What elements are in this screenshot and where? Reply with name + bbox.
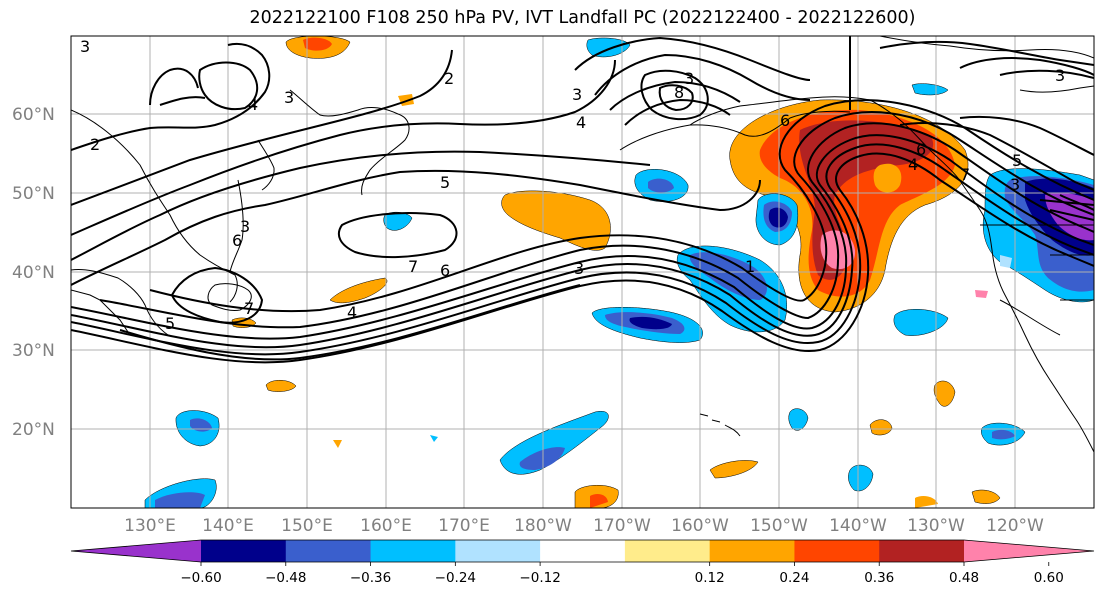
contour-label: 7: [960, 165, 970, 184]
contour-label: 5: [440, 173, 450, 192]
lon-label: 140°E: [202, 516, 254, 536]
lon-label: 170°W: [593, 516, 651, 536]
contour-label: 3: [240, 217, 250, 236]
colorbar-tick-label: 0.12: [695, 570, 725, 586]
contour-label: 3: [1010, 175, 1020, 194]
map-title: 2022122100 F108 250 hPa PV, IVT Landfall…: [249, 8, 916, 28]
colorbar-swatch: [964, 540, 1094, 562]
contour-label: 3: [1055, 66, 1065, 85]
colorbar-swatch: [624, 540, 711, 562]
contour-label: 3: [684, 69, 694, 88]
colorbar-tick-label: −0.60: [180, 570, 221, 586]
colorbar-swatch: [540, 540, 626, 562]
contour-label: 3: [574, 259, 584, 278]
longitude-labels: 130°E 140°E 150°E 160°E 170°E 180°W 170°…: [124, 516, 1044, 536]
contour-label: 5: [1012, 151, 1022, 170]
map-frame: [70, 35, 1095, 509]
colorbar-tick-label: −0.24: [435, 570, 476, 586]
contour-label: 4: [908, 155, 918, 174]
contour-label: 6: [440, 261, 450, 280]
colorbar-tick-label: −0.12: [519, 570, 560, 586]
lon-label: 150°E: [281, 516, 333, 536]
lon-label: 160°W: [671, 516, 729, 536]
colorbar-swatch: [71, 540, 201, 562]
contour-label: 3: [572, 85, 582, 104]
contour-labels: 3 4 3 2 2 3 4 3 8 6 5 5 3 3 7 6 3 4 7 5 …: [80, 37, 1065, 333]
lon-label: 130°E: [124, 516, 176, 536]
lon-label: 140°W: [829, 516, 887, 536]
colorbar-swatch: [879, 540, 965, 562]
contour-label: 4: [248, 95, 258, 114]
colorbar-tick-label: 0.60: [1034, 570, 1064, 586]
lat-label-30n: 30°N: [12, 341, 55, 361]
lon-label: 170°E: [438, 516, 490, 536]
lon-label: 150°W: [750, 516, 808, 536]
contour-label: 1: [745, 257, 755, 276]
colorbar-swatch: [285, 540, 372, 562]
pv-contours: [71, 36, 1094, 364]
colorbar-tick-label: 0.48: [949, 570, 979, 586]
lon-label: 160°E: [360, 516, 412, 536]
colorbar-swatch: [201, 540, 287, 562]
colorbar-tick-label: −0.36: [350, 570, 391, 586]
lon-label: 130°W: [907, 516, 965, 536]
lat-label-60n: 60°N: [12, 105, 55, 125]
contour-label: 4: [576, 113, 586, 132]
lon-label: 180°W: [514, 516, 572, 536]
colorbar-tick-label: −0.48: [265, 570, 306, 586]
colorbar-swatch: [455, 540, 541, 562]
contour-label: 3: [80, 37, 90, 56]
lon-label: 120°W: [986, 516, 1044, 536]
contour-label: 2: [444, 69, 454, 88]
contour-label: 7: [408, 257, 418, 276]
lat-label-40n: 40°N: [12, 263, 55, 283]
colorbar-swatch: [794, 540, 880, 562]
colorbar-tick-label: 0.24: [779, 570, 809, 586]
contour-label: 3: [284, 88, 294, 107]
contour-label: 6: [780, 111, 790, 130]
contour-label: 2: [90, 135, 100, 154]
colorbar-swatch: [709, 540, 795, 562]
colorbar-tick-label: 0.36: [864, 570, 894, 586]
contour-label: 7: [244, 299, 254, 318]
contour-label: 6: [916, 140, 926, 159]
lat-label-50n: 50°N: [12, 184, 55, 204]
contour-label: 4: [347, 303, 357, 322]
gridlines: [71, 36, 1094, 508]
latitude-labels: 60°N 50°N 40°N 30°N 20°N: [12, 105, 55, 440]
contour-label: 5: [165, 314, 175, 333]
colorbar: −0.60 −0.48 −0.36 −0.24 −0.12 0.12 0.24 0.36 0.4…: [70, 539, 1095, 586]
contour-label: 8: [674, 83, 684, 102]
contour-label: 6: [232, 231, 242, 250]
colorbar-swatch: [370, 540, 456, 562]
lat-label-20n: 20°N: [12, 420, 55, 440]
